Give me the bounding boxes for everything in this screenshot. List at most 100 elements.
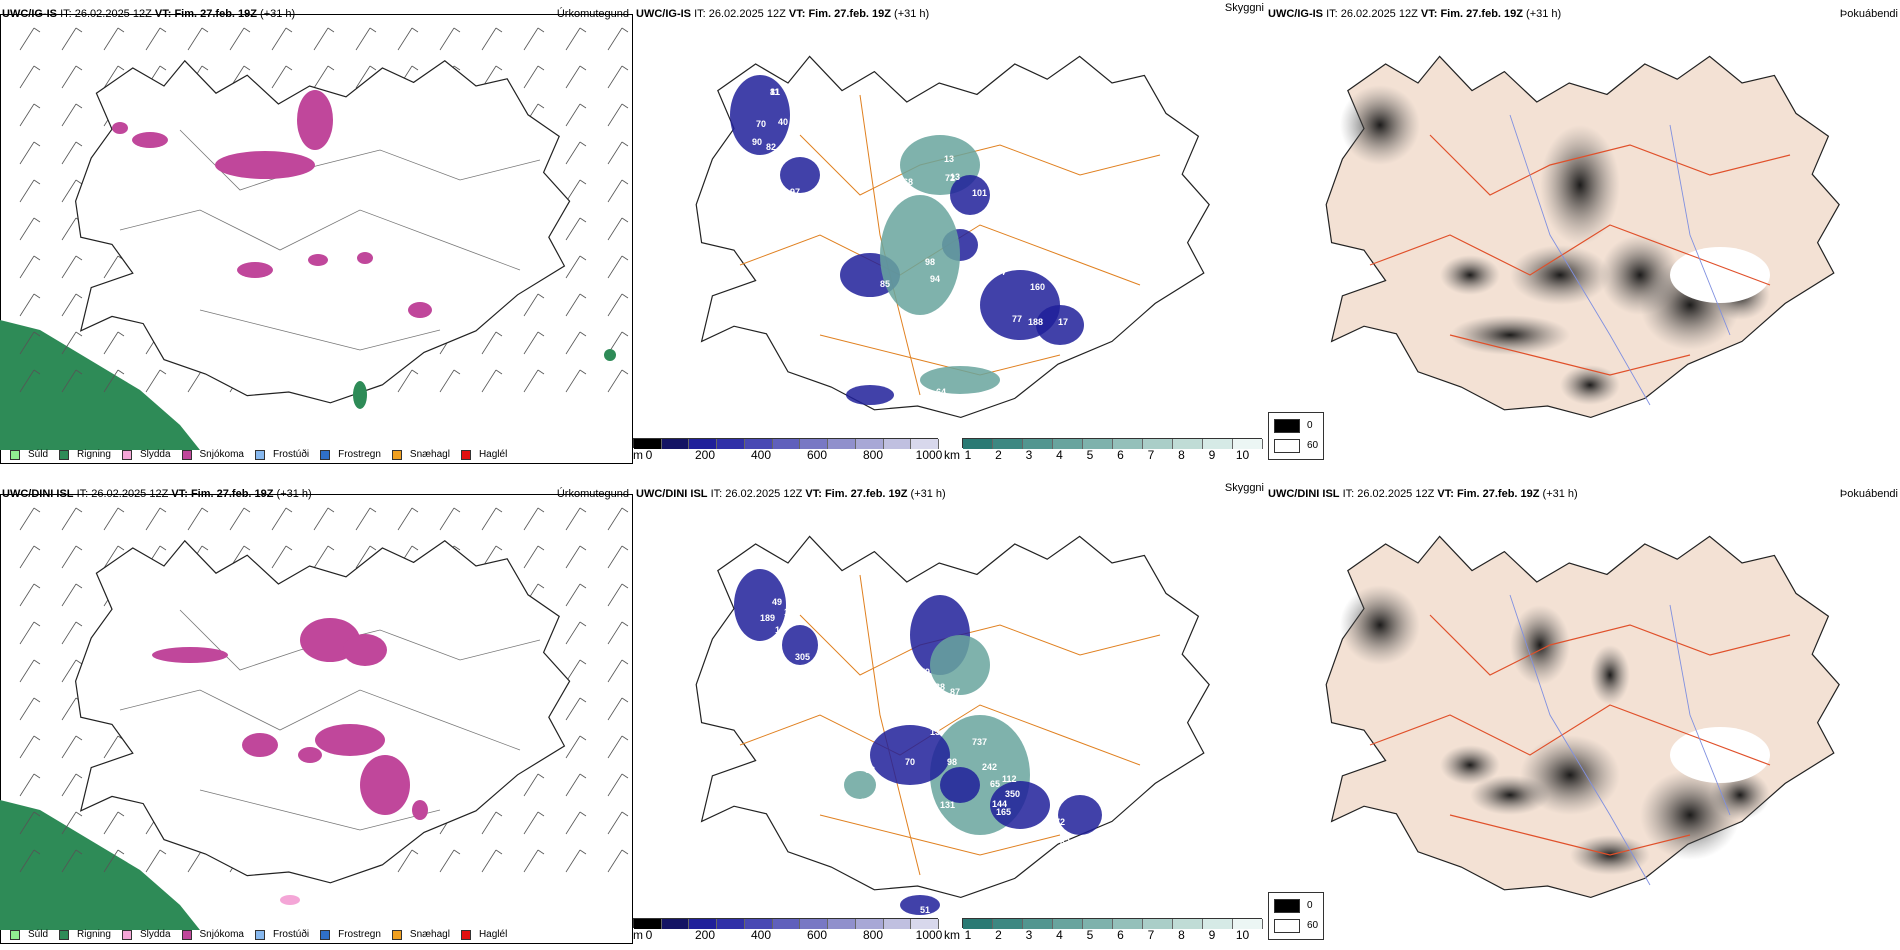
legend-label: Snjókoma (199, 449, 244, 460)
precip-type-title: Úrkomutegund (556, 8, 629, 20)
wind-barb-icon (103, 735, 125, 759)
colorbar-segment (689, 919, 718, 929)
wind-barb-icon (313, 65, 335, 89)
wind-barb-icon (565, 659, 587, 683)
colorbar-segment (744, 439, 773, 449)
wind-barb-icon (61, 545, 83, 569)
colorbar-tick: 4 (1056, 448, 1063, 462)
colorbar-segment (689, 439, 718, 449)
cloudbase-label: 144 (992, 799, 1007, 809)
valid-label: VT: (1420, 8, 1438, 20)
cloudbase-label: 13 (930, 727, 940, 737)
cloudbase-label: 82 (1060, 837, 1070, 847)
wind-barb-icon (523, 811, 545, 835)
wind-barb-icon (145, 27, 167, 51)
fog-area (1440, 255, 1500, 295)
colorbar-tick: 7 (1147, 928, 1155, 942)
wind-barb-icon (19, 179, 41, 203)
cloudbase-label: 84 (948, 420, 958, 430)
init-label: IT: (60, 8, 72, 20)
cloudbase-label: 85 (880, 279, 890, 289)
legend-swatch (59, 449, 70, 460)
wind-barb-icon (61, 735, 83, 759)
colorbar-tick: 4 (1056, 928, 1063, 942)
fog-legend-label: 60 (1307, 920, 1319, 931)
colorbar-segment (634, 919, 662, 929)
wind-barb-icon (61, 773, 83, 797)
wind-barb-icon (397, 369, 419, 393)
cloudbase-label: 98 (947, 757, 957, 767)
cloudbase-label: 72 (945, 173, 955, 183)
colorbar-tick: 7 (1147, 448, 1155, 462)
wind-barb-icon (61, 65, 83, 89)
valid-label: VT: (788, 8, 806, 20)
cloudbase-area (990, 781, 1050, 829)
legend-label: Snjókoma (199, 929, 244, 940)
wind-barb-icon (481, 331, 503, 355)
colorbar-segment (1173, 439, 1203, 449)
cloudbase-area (900, 895, 940, 915)
cloudbase-label: 160 (1030, 282, 1045, 292)
cloudbase-label: 51 (920, 905, 930, 915)
colorbar-segment (855, 919, 884, 929)
valid-label: VT: (805, 488, 822, 500)
init-time: 26.02.2025 12Z (1357, 488, 1435, 500)
cloudbase-label: 98 (925, 257, 935, 267)
precip-legend: Súld Rigning Slydda Snjókoma Frostúði Frostre… (10, 449, 518, 460)
wind-barb-icon (61, 621, 83, 645)
snow-area (132, 132, 168, 148)
wind-barb-icon (607, 179, 629, 203)
legend-label: Frostúði (272, 929, 310, 940)
wind-barb-icon (439, 507, 461, 531)
panel-header: UWC/DINI ISL IT: 26.02.2025 12Z VT: Fim.… (636, 488, 946, 500)
wind-barb-icon (565, 293, 587, 317)
legend-swatch (391, 929, 402, 940)
init-time: 26.02.2025 12Z (91, 488, 169, 500)
wind-barb-icon (19, 141, 41, 165)
colorbar-segment (1083, 919, 1113, 929)
wind-barb-icon (19, 697, 41, 721)
colorbar-segment (717, 919, 745, 929)
wind-barb-icon (565, 507, 587, 531)
cloudbase-label: 97 (790, 187, 800, 197)
wind-barb-icon (145, 507, 167, 531)
cloudbase-colorbar: m 0 200 400 600 800 1000 (633, 918, 942, 948)
cloudbase-label: 70 (756, 119, 766, 129)
wind-barb-icon (187, 507, 209, 531)
cloudbase-label: 13 (775, 625, 785, 635)
cloudbase-label: 40 (778, 117, 788, 127)
rain-area (604, 349, 616, 361)
fog-area (1340, 85, 1420, 165)
lead-time: (+31 h) (1526, 8, 1562, 20)
fog-area (1560, 365, 1620, 405)
wind-barb-icon (103, 507, 125, 531)
wind-barb-icon (523, 65, 545, 89)
cloudbase-label: 168 (898, 177, 913, 187)
cloudbase-area (1036, 305, 1084, 345)
road-network (1369, 224, 1771, 286)
wind-barb-icon (565, 849, 587, 873)
sleet-area (280, 895, 300, 905)
wind-barb-icon (523, 293, 545, 317)
low-visibility-area (930, 635, 990, 695)
cloudbase-label: 101 (972, 188, 987, 198)
lead-time: (+31 h) (894, 8, 930, 20)
legend-label: Slydda (139, 929, 171, 940)
legend-label: Rigning (77, 449, 111, 460)
wind-barb-icon (19, 255, 41, 279)
wind-barb-icon (607, 507, 629, 531)
wind-barb-icon (61, 141, 83, 165)
legend-item: Haglél (460, 449, 507, 460)
wind-barb-icon (397, 27, 419, 51)
colorbar-tick: 5 (1086, 448, 1094, 462)
rain-area (0, 800, 200, 930)
colorbar-segment (828, 919, 856, 929)
colorbar-unit: m (633, 928, 643, 942)
ceiling-title: Skyggni (1224, 482, 1264, 494)
iceland-coastline (74, 59, 571, 404)
legend-item: Snjókoma (181, 929, 244, 940)
legend-label: Frostúði (272, 449, 310, 460)
wind-barb-icon (187, 27, 209, 51)
colorbar-tick: 2 (995, 448, 1002, 462)
colorbar-segment (828, 439, 856, 449)
